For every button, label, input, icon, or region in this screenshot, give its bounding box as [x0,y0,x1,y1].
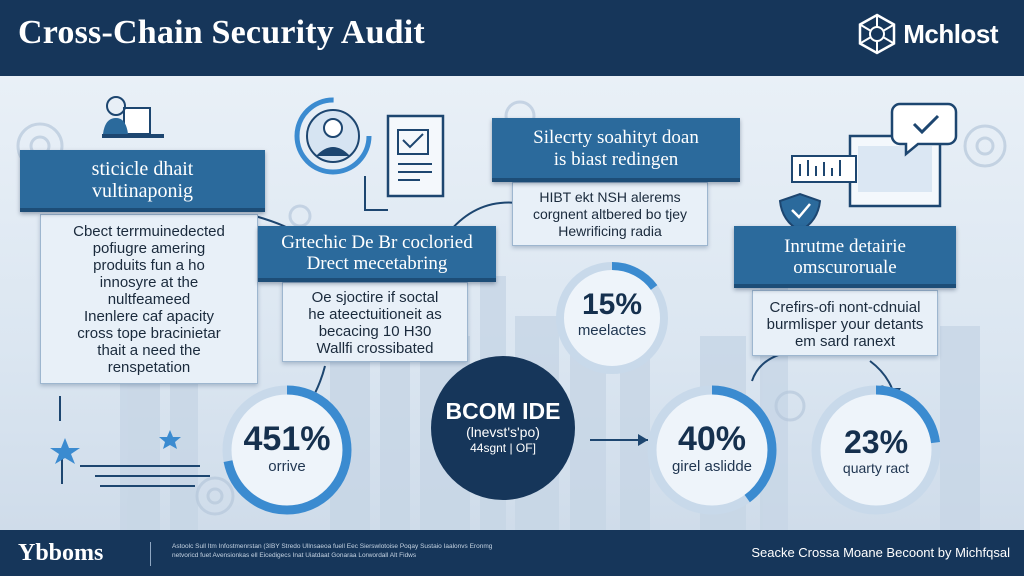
footer-logo[interactable]: Ybboms [18,540,104,566]
footer-divider [150,542,151,566]
stat-1-value: 15% [581,288,643,321]
panel-2-body-line: he ateectuitioneit as [308,306,442,323]
panel-banner-3: Silecrty soahityt doan is biast redingen [492,118,740,182]
panel-1-body-line: produits fun a ho [93,257,205,274]
panel-2-body-line: Oe sjoctire if soctal [311,289,439,306]
hexagon-network-icon [859,13,896,55]
panel-1-body-line: Inenlere caf apacity [83,308,215,325]
header-bar: Cross-Chain Security Audit Mchlost [0,0,1024,76]
panel-card-1: Cbect terrmuinedected pofiugre amering p… [40,214,258,384]
stat-3-sub-2: 44sgnt | OF] [470,441,536,455]
stat-4: 40% girel aslidde [652,420,772,490]
brand[interactable]: Mchlost [855,12,998,56]
panel-4-body-line: Crefirs-ofi nont-cdnuial [769,299,921,316]
shield-badge-illustration [865,385,899,415]
stat-5-value: 23% [843,424,909,460]
analyst-at-desk-illustration [102,96,164,138]
panel-2-title-line: Grtechic De Br cocloried [281,232,473,253]
stat-4-value: 40% [677,420,747,458]
panel-2-body-line: Wallfi crossibated [316,340,434,357]
stat-3: BCOM IDE (lnevst's'po) 44sgnt | OF] [433,398,573,468]
stat-2: 451% orrive [227,420,347,490]
panel-banner-4: Inrutme detairie omscuroruale [734,226,956,288]
document-monitor-illustration [364,114,445,211]
panel-2-title-line: Drect mecetabring [306,253,448,274]
panel-1-body-line: cross tope bracinietar [77,325,221,342]
page-title: Cross-Chain Security Audit [18,14,425,51]
secure-computer-illustration [778,102,958,233]
brand-name: Mchlost [903,18,998,49]
stat-4-label: girel aslidde [671,458,753,475]
stat-1-label: meelactes [577,322,647,339]
stat-5-label: quarty ract [842,460,910,476]
panel-2-body-line: becacing 10 H30 [318,323,432,340]
panel-4-title-line: Inrutme detairie [784,236,906,257]
panel-1-title-line: vultinaponig [91,180,194,202]
panel-1-body-line: innosyre at the [99,274,199,291]
panel-card-2: Oe sjoctire if soctal he ateectuitioneit… [282,282,468,362]
stat-2-value: 451% [243,420,331,458]
panel-card-3: HIBT ekt NSH alerems corgnent altbered b… [512,182,708,246]
stat-2-label: orrive [268,458,306,475]
panel-3-title-line: Silecrty soahityt doan [533,127,699,148]
stat-5: 23% quarty ract [816,424,936,494]
footer-credit: Seacke Crossa Moane Becoont by Michfqsal [751,545,1010,560]
panel-1-body-line: Cbect terrmuinedected [73,223,225,240]
stat-1: 15% meelactes [562,288,662,358]
panel-3-body-line: Hewrificing radia [558,223,662,239]
panel-1-body-line: pofiugre amering [92,240,206,257]
panel-4-title-line: omscuroruale [793,257,897,278]
panel-banner-1: sticicle dhait vultinaponig [20,150,265,212]
panel-banner-2: Grtechic De Br cocloried Drect mecetabri… [258,226,496,282]
panel-card-4: Crefirs-ofi nont-cdnuial burmlisper your… [752,290,938,356]
panel-4-body-line: burmlisper your detants [766,316,924,333]
panel-3-body-line: HIBT ekt NSH alerems [539,189,681,205]
panel-1-body-line: nultfeameed [107,291,191,308]
stat-3-sub-1: (lnevst's'po) [466,424,540,440]
panel-3-title-line: is biast redingen [553,149,679,170]
auditor-avatar-illustration [294,97,372,175]
stat-3-title: BCOM IDE [445,398,561,424]
panel-4-body-line: em sard ranext [794,333,896,350]
panel-1-title-line: sticicle dhait [91,158,194,180]
footer-fine-print: Astoolc Sull Itm Infostmenrstan (3IBY St… [172,543,493,559]
panel-1-body-line: thait a need the [97,342,201,359]
footer-bar: Ybboms Astoolc Sull Itm Infostmenrstan (… [0,530,1024,576]
panel-1-body-line: renspetation [107,359,191,376]
panel-3-body-line: corgnent altbered bo tjey [532,206,688,222]
